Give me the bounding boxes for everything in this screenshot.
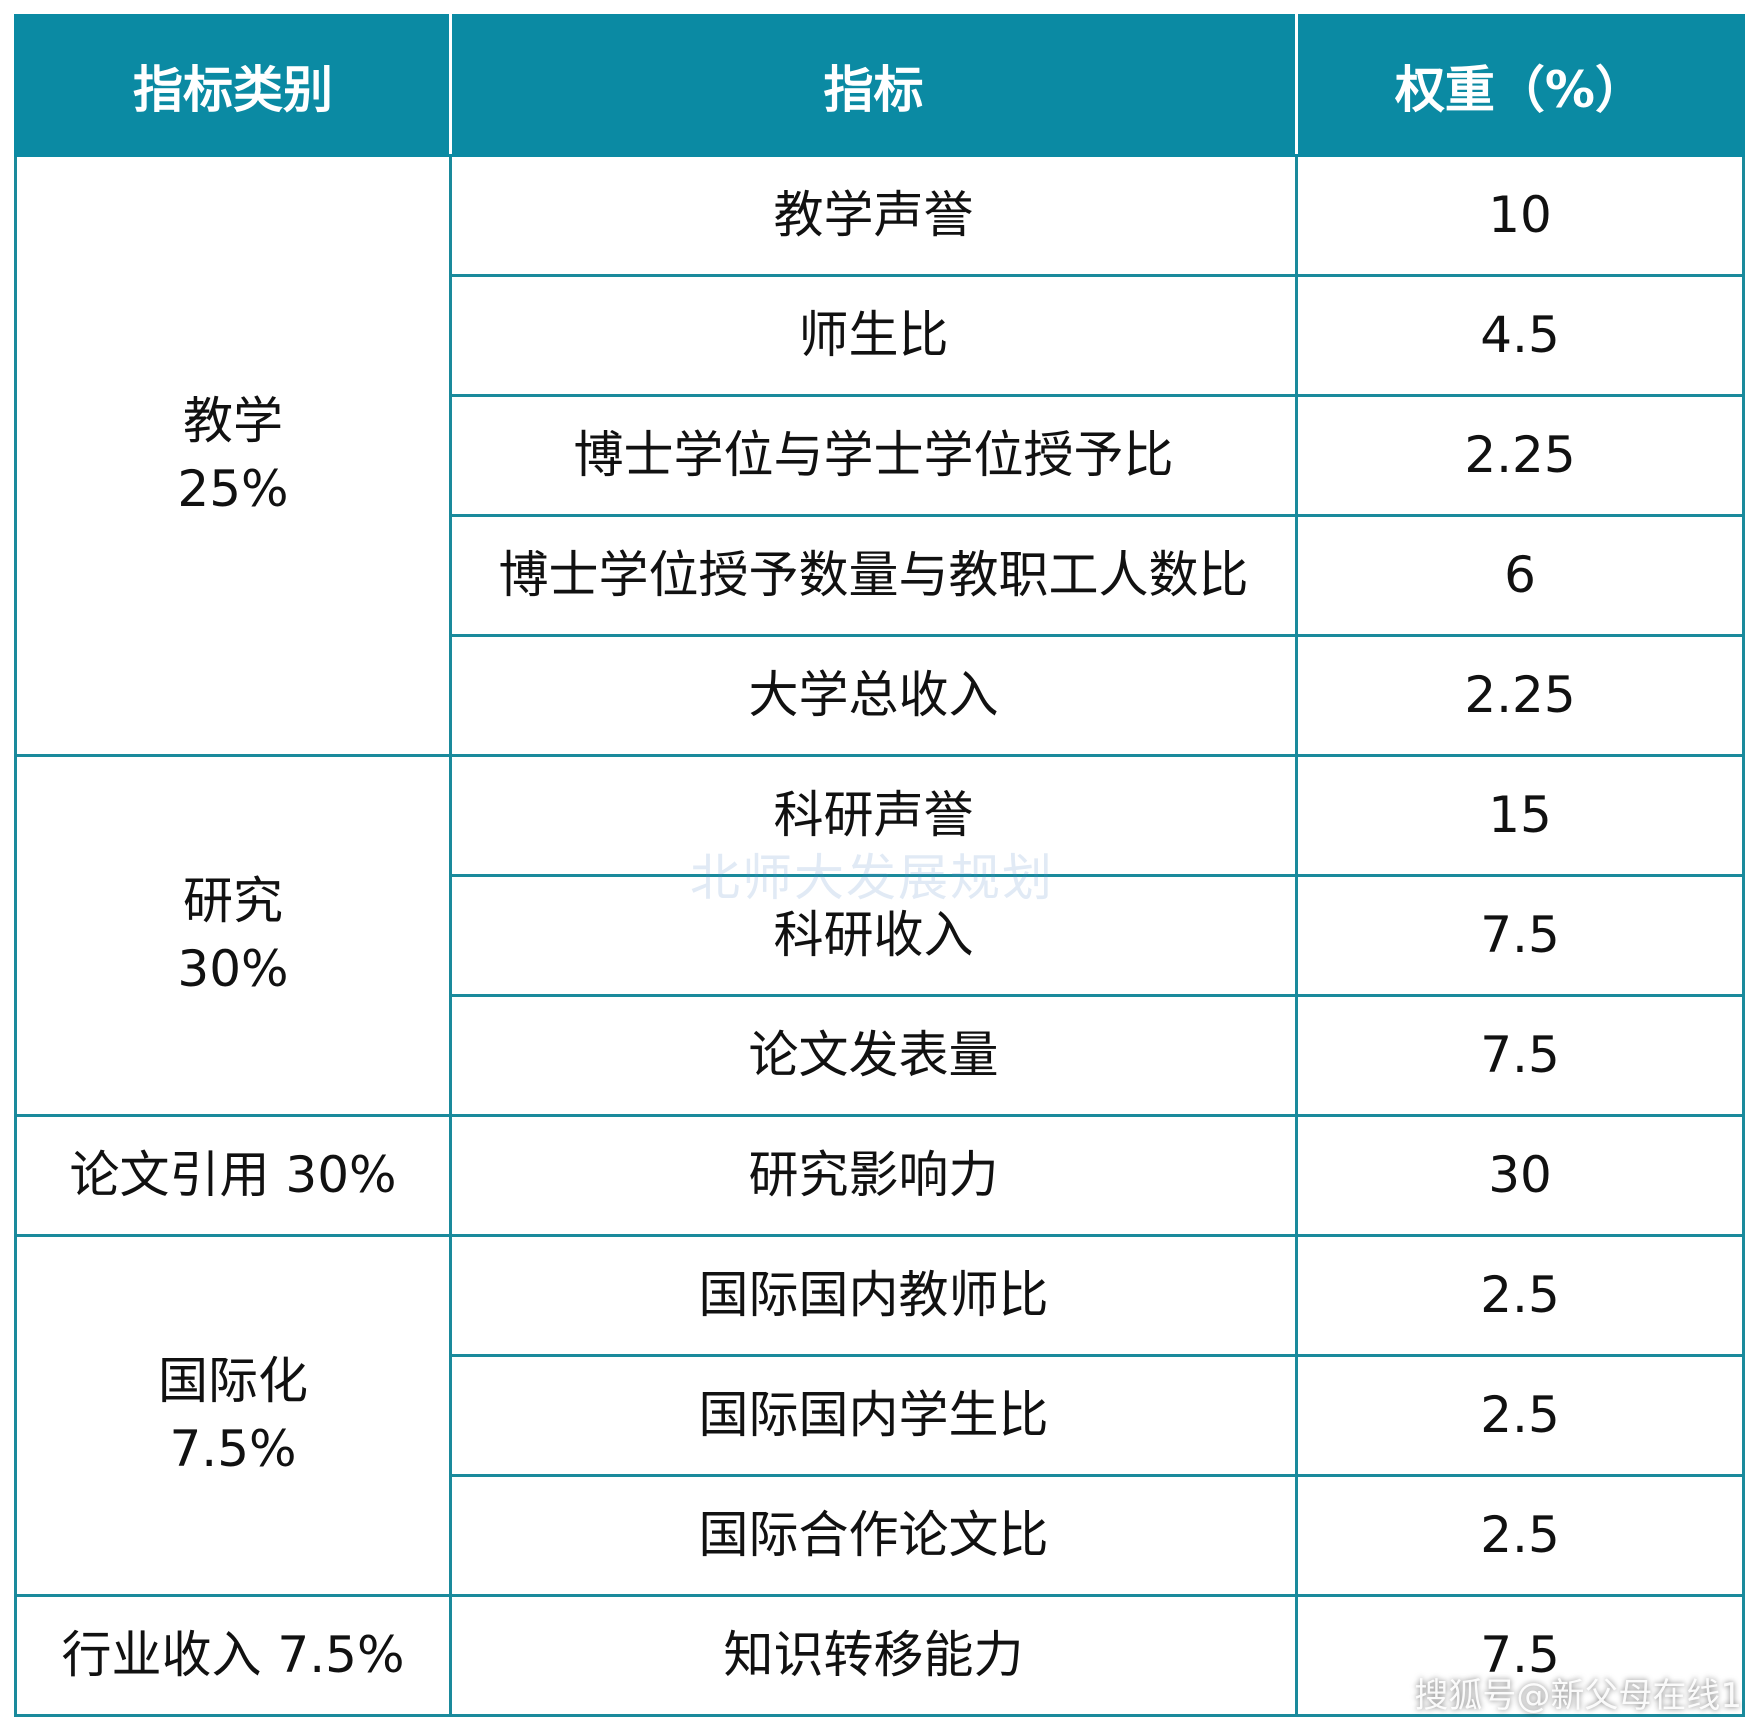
weight-cell: 2.5 [1295, 1354, 1745, 1477]
category-cell: 国际化 7.5% [14, 1234, 452, 1597]
header-row: 指标类别 指标 权重（%） [14, 14, 1745, 157]
weight-cell: 2.25 [1295, 634, 1745, 757]
category-label: 研究 [183, 872, 283, 930]
table-row: 国际化 7.5% 国际国内教师比 2.5 [14, 1234, 1745, 1597]
header-indicator: 指标 [449, 14, 1298, 157]
weight-cell: 2.25 [1295, 394, 1745, 517]
indicator-cell: 师生比 [449, 274, 1298, 397]
weight-cell: 10 [1295, 154, 1745, 277]
table-row: 大学总收入 2.25 [16, 634, 1745, 757]
category-cell: 教学 25% [14, 154, 452, 757]
ranking-weights-table: 指标类别 指标 权重（%） 教学 25% 教学声誉 10 师生比 4.5 博士学位与学士学位… [14, 14, 1745, 1717]
table-row: 博士学位授予数量与教职工人数比 6 [16, 514, 1745, 637]
category-label: 国际化 [158, 1352, 308, 1410]
weight-cell: 4.5 [1295, 274, 1745, 397]
header-category: 指标类别 [14, 14, 452, 157]
weight-cell: 7.5 [1295, 994, 1745, 1117]
table-row: 国际合作论文比 2.5 [16, 1474, 1745, 1597]
category-label: 论文引用 30% [69, 1145, 397, 1204]
weight-cell: 7.5 [1295, 1594, 1745, 1717]
indicator-cell: 国际国内教师比 [449, 1234, 1298, 1357]
table-row: 师生比 4.5 [16, 274, 1745, 397]
weight-cell: 7.5 [1295, 874, 1745, 997]
category-cell: 论文引用 30% [14, 1114, 452, 1237]
table-row: 行业收入 7.5% 知识转移能力 7.5 [14, 1594, 1745, 1717]
category-label: 教学 [183, 392, 283, 450]
indicator-cell: 科研收入 [449, 874, 1298, 997]
weight-cell: 30 [1295, 1114, 1745, 1237]
table-row: 研究 30% 科研声誉 15 [14, 754, 1745, 1117]
table-row: 教学 25% 教学声誉 10 [14, 154, 1745, 757]
weight-cell: 2.5 [1295, 1474, 1745, 1597]
indicator-cell: 国际合作论文比 [449, 1474, 1298, 1597]
indicator-cell: 知识转移能力 [449, 1594, 1298, 1717]
table-row: 博士学位与学士学位授予比 2.25 [16, 394, 1745, 517]
indicator-cell: 博士学位与学士学位授予比 [449, 394, 1298, 517]
weight-cell: 2.5 [1295, 1234, 1745, 1357]
indicator-cell: 大学总收入 [449, 634, 1298, 757]
category-label: 行业收入 7.5% [61, 1625, 405, 1684]
category-label: 30% [177, 939, 289, 998]
weights-table-container: 指标类别 指标 权重（%） 教学 25% 教学声誉 10 师生比 4.5 博士学位与学士学位… [14, 14, 1745, 1717]
indicator-cell: 教学声誉 [449, 154, 1298, 277]
header-weight: 权重（%） [1295, 14, 1745, 157]
indicator-cell: 论文发表量 [449, 994, 1298, 1117]
table-row: 国际国内学生比 2.5 [16, 1354, 1745, 1477]
table-row: 科研收入 7.5 [16, 874, 1745, 997]
weight-cell: 6 [1295, 514, 1745, 637]
category-cell: 研究 30% [14, 754, 452, 1117]
indicator-cell: 国际国内学生比 [449, 1354, 1298, 1477]
weight-cell: 15 [1295, 754, 1745, 877]
table-header: 指标类别 指标 权重（%） [14, 14, 1745, 157]
category-cell: 行业收入 7.5% [14, 1594, 452, 1717]
table-row: 论文发表量 7.5 [16, 994, 1745, 1117]
table-row: 论文引用 30% 研究影响力 30 [14, 1114, 1745, 1237]
category-label: 25% [177, 459, 289, 518]
table-body: 教学 25% 教学声誉 10 师生比 4.5 博士学位与学士学位授予比 2.25 博士学位授予数… [14, 154, 1745, 1717]
category-label: 7.5% [169, 1419, 297, 1478]
indicator-cell: 科研声誉 [449, 754, 1298, 877]
indicator-cell: 研究影响力 [449, 1114, 1298, 1237]
indicator-cell: 博士学位授予数量与教职工人数比 [449, 514, 1298, 637]
